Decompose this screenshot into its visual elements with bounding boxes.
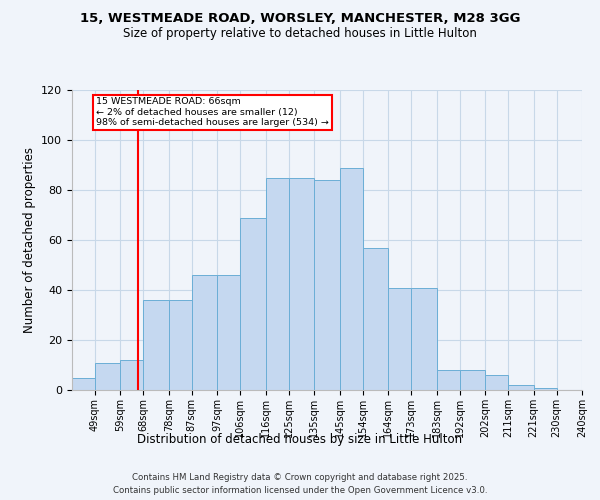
Bar: [217, 275, 240, 390]
Bar: [143, 300, 169, 390]
Bar: [192, 275, 217, 390]
Text: Size of property relative to detached houses in Little Hulton: Size of property relative to detached ho…: [123, 28, 477, 40]
Bar: [508, 385, 533, 390]
Text: Distribution of detached houses by size in Little Hulton: Distribution of detached houses by size …: [137, 432, 463, 446]
Bar: [533, 388, 557, 390]
Bar: [485, 375, 508, 390]
Text: Contains public sector information licensed under the Open Government Licence v3: Contains public sector information licen…: [113, 486, 487, 495]
Bar: [460, 370, 485, 390]
Bar: [121, 360, 143, 390]
Bar: [363, 248, 388, 390]
Bar: [314, 180, 340, 390]
Bar: [388, 288, 411, 390]
Bar: [266, 178, 289, 390]
Bar: [411, 288, 437, 390]
Text: Contains HM Land Registry data © Crown copyright and database right 2025.: Contains HM Land Registry data © Crown c…: [132, 472, 468, 482]
Bar: [95, 362, 121, 390]
Y-axis label: Number of detached properties: Number of detached properties: [23, 147, 35, 333]
Text: 15 WESTMEADE ROAD: 66sqm
← 2% of detached houses are smaller (12)
98% of semi-de: 15 WESTMEADE ROAD: 66sqm ← 2% of detache…: [96, 98, 329, 128]
Bar: [169, 300, 192, 390]
Bar: [289, 178, 314, 390]
Bar: [437, 370, 460, 390]
Bar: [240, 218, 266, 390]
Bar: [340, 168, 363, 390]
Bar: [582, 385, 600, 390]
Bar: [72, 378, 95, 390]
Text: 15, WESTMEADE ROAD, WORSLEY, MANCHESTER, M28 3GG: 15, WESTMEADE ROAD, WORSLEY, MANCHESTER,…: [80, 12, 520, 26]
